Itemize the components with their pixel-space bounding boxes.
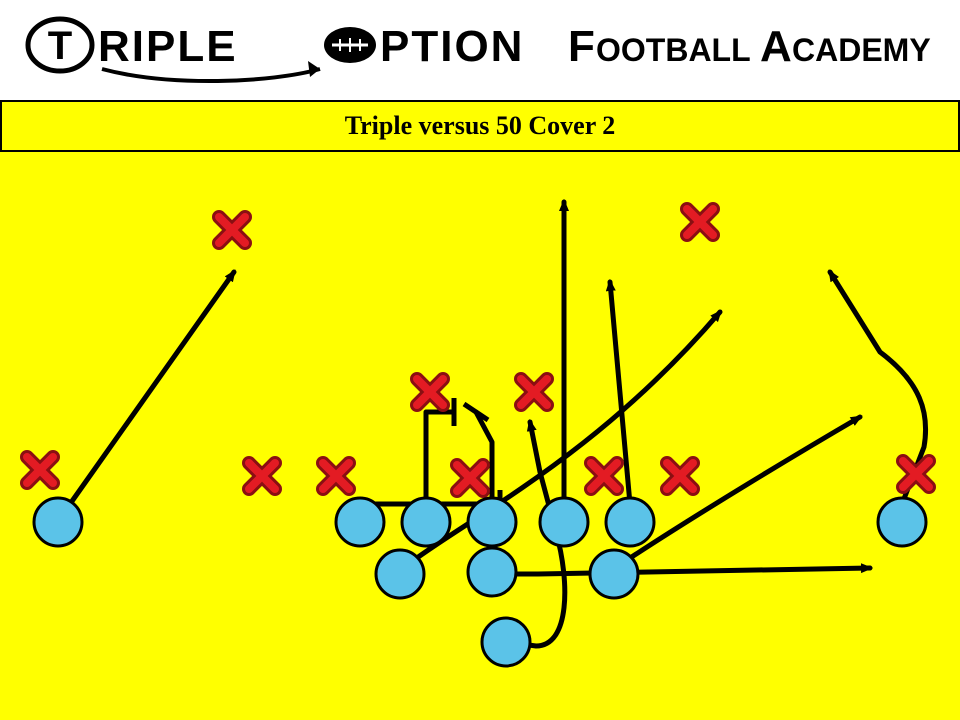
play-diagram-svg — [0, 152, 960, 720]
svg-text:A: A — [760, 22, 792, 71]
defense-safety-r — [687, 209, 713, 235]
svg-text:PTION: PTION — [380, 22, 524, 71]
brand-logo: T RIPLE PTION F OOTBALL A CADEMY — [20, 5, 940, 95]
offense-ot-left — [336, 498, 384, 546]
defense-de-left — [323, 463, 349, 489]
defense-cb-left — [27, 457, 53, 483]
defense-safety-l — [219, 217, 245, 243]
brand-header: T RIPLE PTION F OOTBALL A CADEMY — [0, 0, 960, 100]
offense-qb — [468, 548, 516, 596]
offense-a-back-l — [376, 550, 424, 598]
defense-olb-right — [667, 463, 693, 489]
play-title-bar: Triple versus 50 Cover 2 — [0, 100, 960, 152]
offense-a-back-r — [590, 550, 638, 598]
offense-wr-left — [34, 498, 82, 546]
svg-text:F: F — [568, 22, 595, 71]
defense-olb-left — [249, 463, 275, 489]
svg-text:OOTBALL: OOTBALL — [596, 32, 751, 68]
offense-ot-right — [606, 498, 654, 546]
offense-b-back — [482, 618, 530, 666]
play-field — [0, 152, 960, 720]
svg-text:CADEMY: CADEMY — [792, 32, 931, 68]
offense-og-left — [402, 498, 450, 546]
defense-ilb-left — [417, 379, 443, 405]
svg-text:RIPLE: RIPLE — [98, 22, 238, 71]
defense-ng — [457, 465, 483, 491]
page-container: T RIPLE PTION F OOTBALL A CADEMY — [0, 0, 960, 720]
offense-og-right — [540, 498, 588, 546]
defense-de-right — [591, 463, 617, 489]
svg-text:T: T — [48, 24, 72, 68]
defense-cb-right — [903, 461, 929, 487]
defense-ilb-right — [521, 379, 547, 405]
offense-wr-right — [878, 498, 926, 546]
play-title-text: Triple versus 50 Cover 2 — [345, 111, 616, 141]
offense-c — [468, 498, 516, 546]
